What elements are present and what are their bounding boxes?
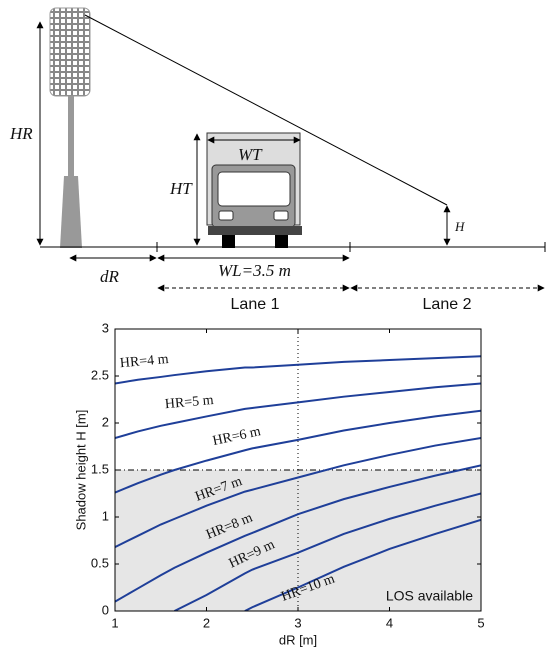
sight-line <box>84 14 448 206</box>
x-tick-label: 1 <box>111 615 118 630</box>
wheel <box>222 235 235 248</box>
curve-label: HR=4 m <box>119 352 169 371</box>
h-label: H <box>454 219 465 234</box>
light <box>273 210 289 221</box>
y-tick-label: 1 <box>102 508 109 523</box>
chart: HR=4 mHR=5 mHR=6 mHR=7 mHR=8 mHR=9 mHR=1… <box>73 320 484 647</box>
y-tick-label: 2.5 <box>91 367 109 382</box>
light <box>218 210 234 221</box>
pole <box>68 96 74 176</box>
curves <box>115 355 481 611</box>
y-tick-label: 3 <box>102 320 109 335</box>
wl-label: WL=3.5 m <box>218 261 291 280</box>
x-tick-label: 2 <box>203 615 210 630</box>
curve <box>115 382 481 440</box>
x-tick-label: 3 <box>294 615 301 630</box>
lane2-label: Lane 2 <box>423 296 472 313</box>
annotation: LOS available <box>386 588 473 604</box>
y-tick-label: 0 <box>102 602 109 617</box>
diagram: HR WT HT H dR WL=3.5 m Lane 1 Lane 2 <box>9 7 546 313</box>
lane1-label: Lane 1 <box>231 296 280 313</box>
curve <box>244 518 481 611</box>
x-tick-label: 5 <box>477 615 484 630</box>
bumper <box>208 226 302 235</box>
x-tick-label: 4 <box>386 615 393 630</box>
curve <box>115 437 481 548</box>
curve <box>115 355 481 385</box>
ht-label: HT <box>169 179 193 198</box>
wt-label: WT <box>238 145 263 164</box>
y-tick-label: 1.5 <box>91 461 109 476</box>
curve-label: HR=5 m <box>164 393 214 412</box>
windshield <box>217 171 291 207</box>
curve <box>174 492 481 611</box>
y-axis-label: Shadow height H [m] <box>73 410 88 531</box>
y-tick-label: 2 <box>102 414 109 429</box>
hr-label: HR <box>9 124 33 143</box>
x-axis-label: dR [m] <box>279 632 317 647</box>
curve <box>115 409 481 494</box>
curve <box>115 464 481 603</box>
wheel <box>275 235 288 248</box>
lamp <box>49 7 91 97</box>
pole-base <box>60 176 82 248</box>
dr-label: dR <box>100 267 120 286</box>
y-tick-label: 0.5 <box>91 555 109 570</box>
